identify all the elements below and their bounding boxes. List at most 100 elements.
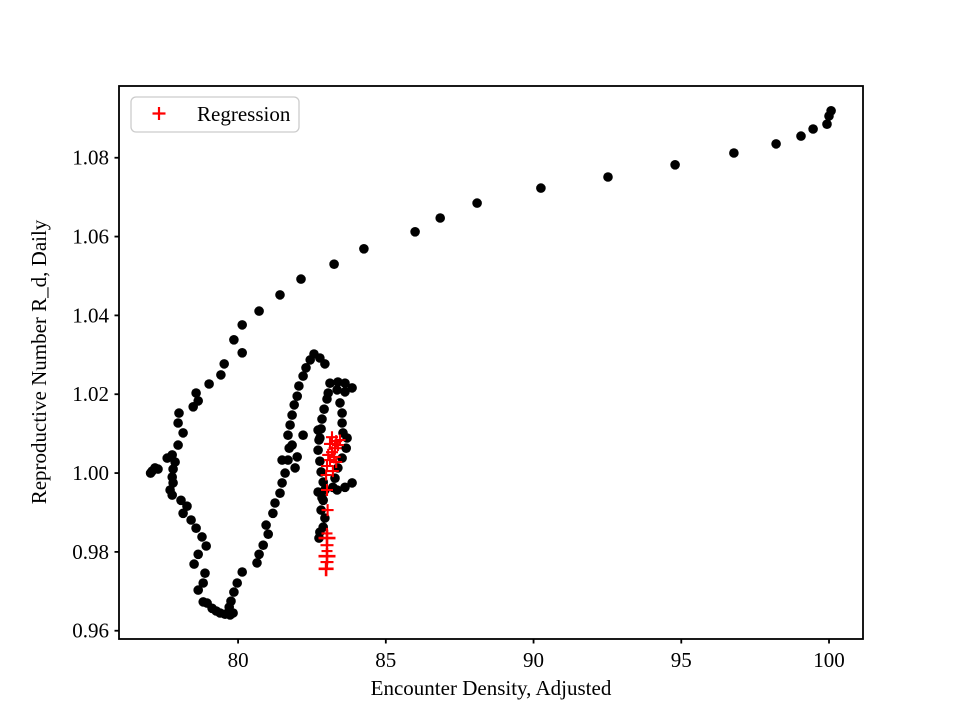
data-point [301, 363, 311, 373]
data-point [824, 111, 834, 121]
x-tick-label: 80 [228, 648, 249, 672]
data-point [316, 505, 326, 515]
data-point [337, 408, 347, 418]
data-point [167, 490, 177, 500]
y-tick-label: 1.00 [72, 461, 109, 485]
data-point [822, 119, 832, 129]
data-point [254, 306, 264, 316]
data-point [258, 540, 269, 550]
data-point [229, 335, 239, 345]
y-tick-label: 1.04 [72, 303, 109, 327]
data-point [252, 558, 262, 568]
plot-area [118, 85, 864, 640]
y-tick-label: 1.06 [72, 225, 109, 249]
data-point [319, 404, 329, 415]
data-point [808, 124, 818, 134]
data-point [347, 478, 357, 488]
data-point [216, 370, 226, 380]
y-tick-label: 0.96 [72, 619, 109, 643]
data-point [261, 520, 271, 530]
data-point [275, 290, 285, 300]
data-point [270, 498, 280, 508]
data-point [178, 508, 188, 519]
data-point [277, 478, 287, 488]
data-point [342, 433, 352, 443]
data-point [332, 485, 342, 495]
data-point [173, 440, 183, 450]
data-point [294, 381, 304, 391]
x-tick-label: 90 [523, 648, 544, 672]
data-point [340, 387, 350, 397]
data-point [275, 488, 285, 499]
data-point [359, 244, 369, 254]
data-point [145, 468, 156, 478]
data-point [796, 131, 806, 141]
data-point [298, 371, 308, 381]
y-tick-label: 1.08 [72, 146, 109, 170]
y-axis-label: Reproductive Number R_d, Daily [27, 219, 51, 504]
data-point [290, 463, 300, 473]
data-point [289, 400, 300, 410]
data-point [173, 418, 183, 428]
data-point [298, 430, 308, 441]
data-point [313, 445, 323, 456]
data-point [292, 391, 303, 402]
data-point [198, 578, 208, 588]
data-point [313, 425, 323, 435]
data-point [162, 453, 172, 463]
data-point [287, 410, 297, 420]
regression-point [331, 439, 344, 452]
data-point [317, 414, 327, 424]
data-point [313, 487, 323, 497]
data-point [197, 532, 207, 542]
data-point [226, 596, 236, 606]
data-point [268, 508, 278, 519]
data-point [237, 320, 247, 330]
data-point [729, 148, 739, 158]
data-point [237, 567, 247, 577]
data-point [284, 443, 295, 454]
data-point [320, 359, 330, 369]
legend: Regression [130, 96, 300, 133]
data-point [315, 456, 325, 467]
regression-point [334, 434, 346, 446]
data-point [292, 452, 303, 462]
data-point [263, 529, 274, 539]
data-point [314, 435, 324, 445]
data-point [200, 568, 210, 578]
data-point [771, 139, 781, 149]
regression-point [326, 465, 339, 478]
data-point [337, 453, 347, 463]
data-point [337, 418, 347, 428]
scatter-regression [318, 431, 346, 577]
data-point [191, 388, 201, 398]
data-point [191, 523, 201, 533]
data-point [188, 402, 198, 412]
data-point [285, 420, 295, 430]
data-point [168, 464, 178, 474]
data-point [335, 398, 345, 408]
legend-box [130, 96, 300, 133]
scatter-trajectory [145, 106, 836, 620]
regression-point [320, 469, 332, 481]
data-point [189, 559, 199, 569]
data-point [332, 385, 342, 395]
x-tick-label: 95 [671, 648, 692, 672]
data-point [229, 587, 239, 597]
axis-ticks: 80 85 90 95 100 0.96 0.98 1.00 1.02 1.04 1.06 1.08 [72, 146, 845, 672]
regression-point [322, 448, 335, 461]
regression-point [318, 561, 334, 577]
x-tick-label: 85 [375, 648, 396, 672]
data-point [330, 473, 340, 484]
data-point [193, 585, 203, 595]
x-axis-label: Encounter Density, Adjusted [371, 676, 612, 700]
data-point [219, 359, 229, 369]
data-point [333, 377, 343, 387]
data-point [322, 394, 332, 404]
x-tick-label: 100 [813, 648, 845, 672]
y-tick-label: 0.98 [72, 540, 109, 564]
data-point [296, 274, 306, 284]
data-point [232, 578, 242, 588]
